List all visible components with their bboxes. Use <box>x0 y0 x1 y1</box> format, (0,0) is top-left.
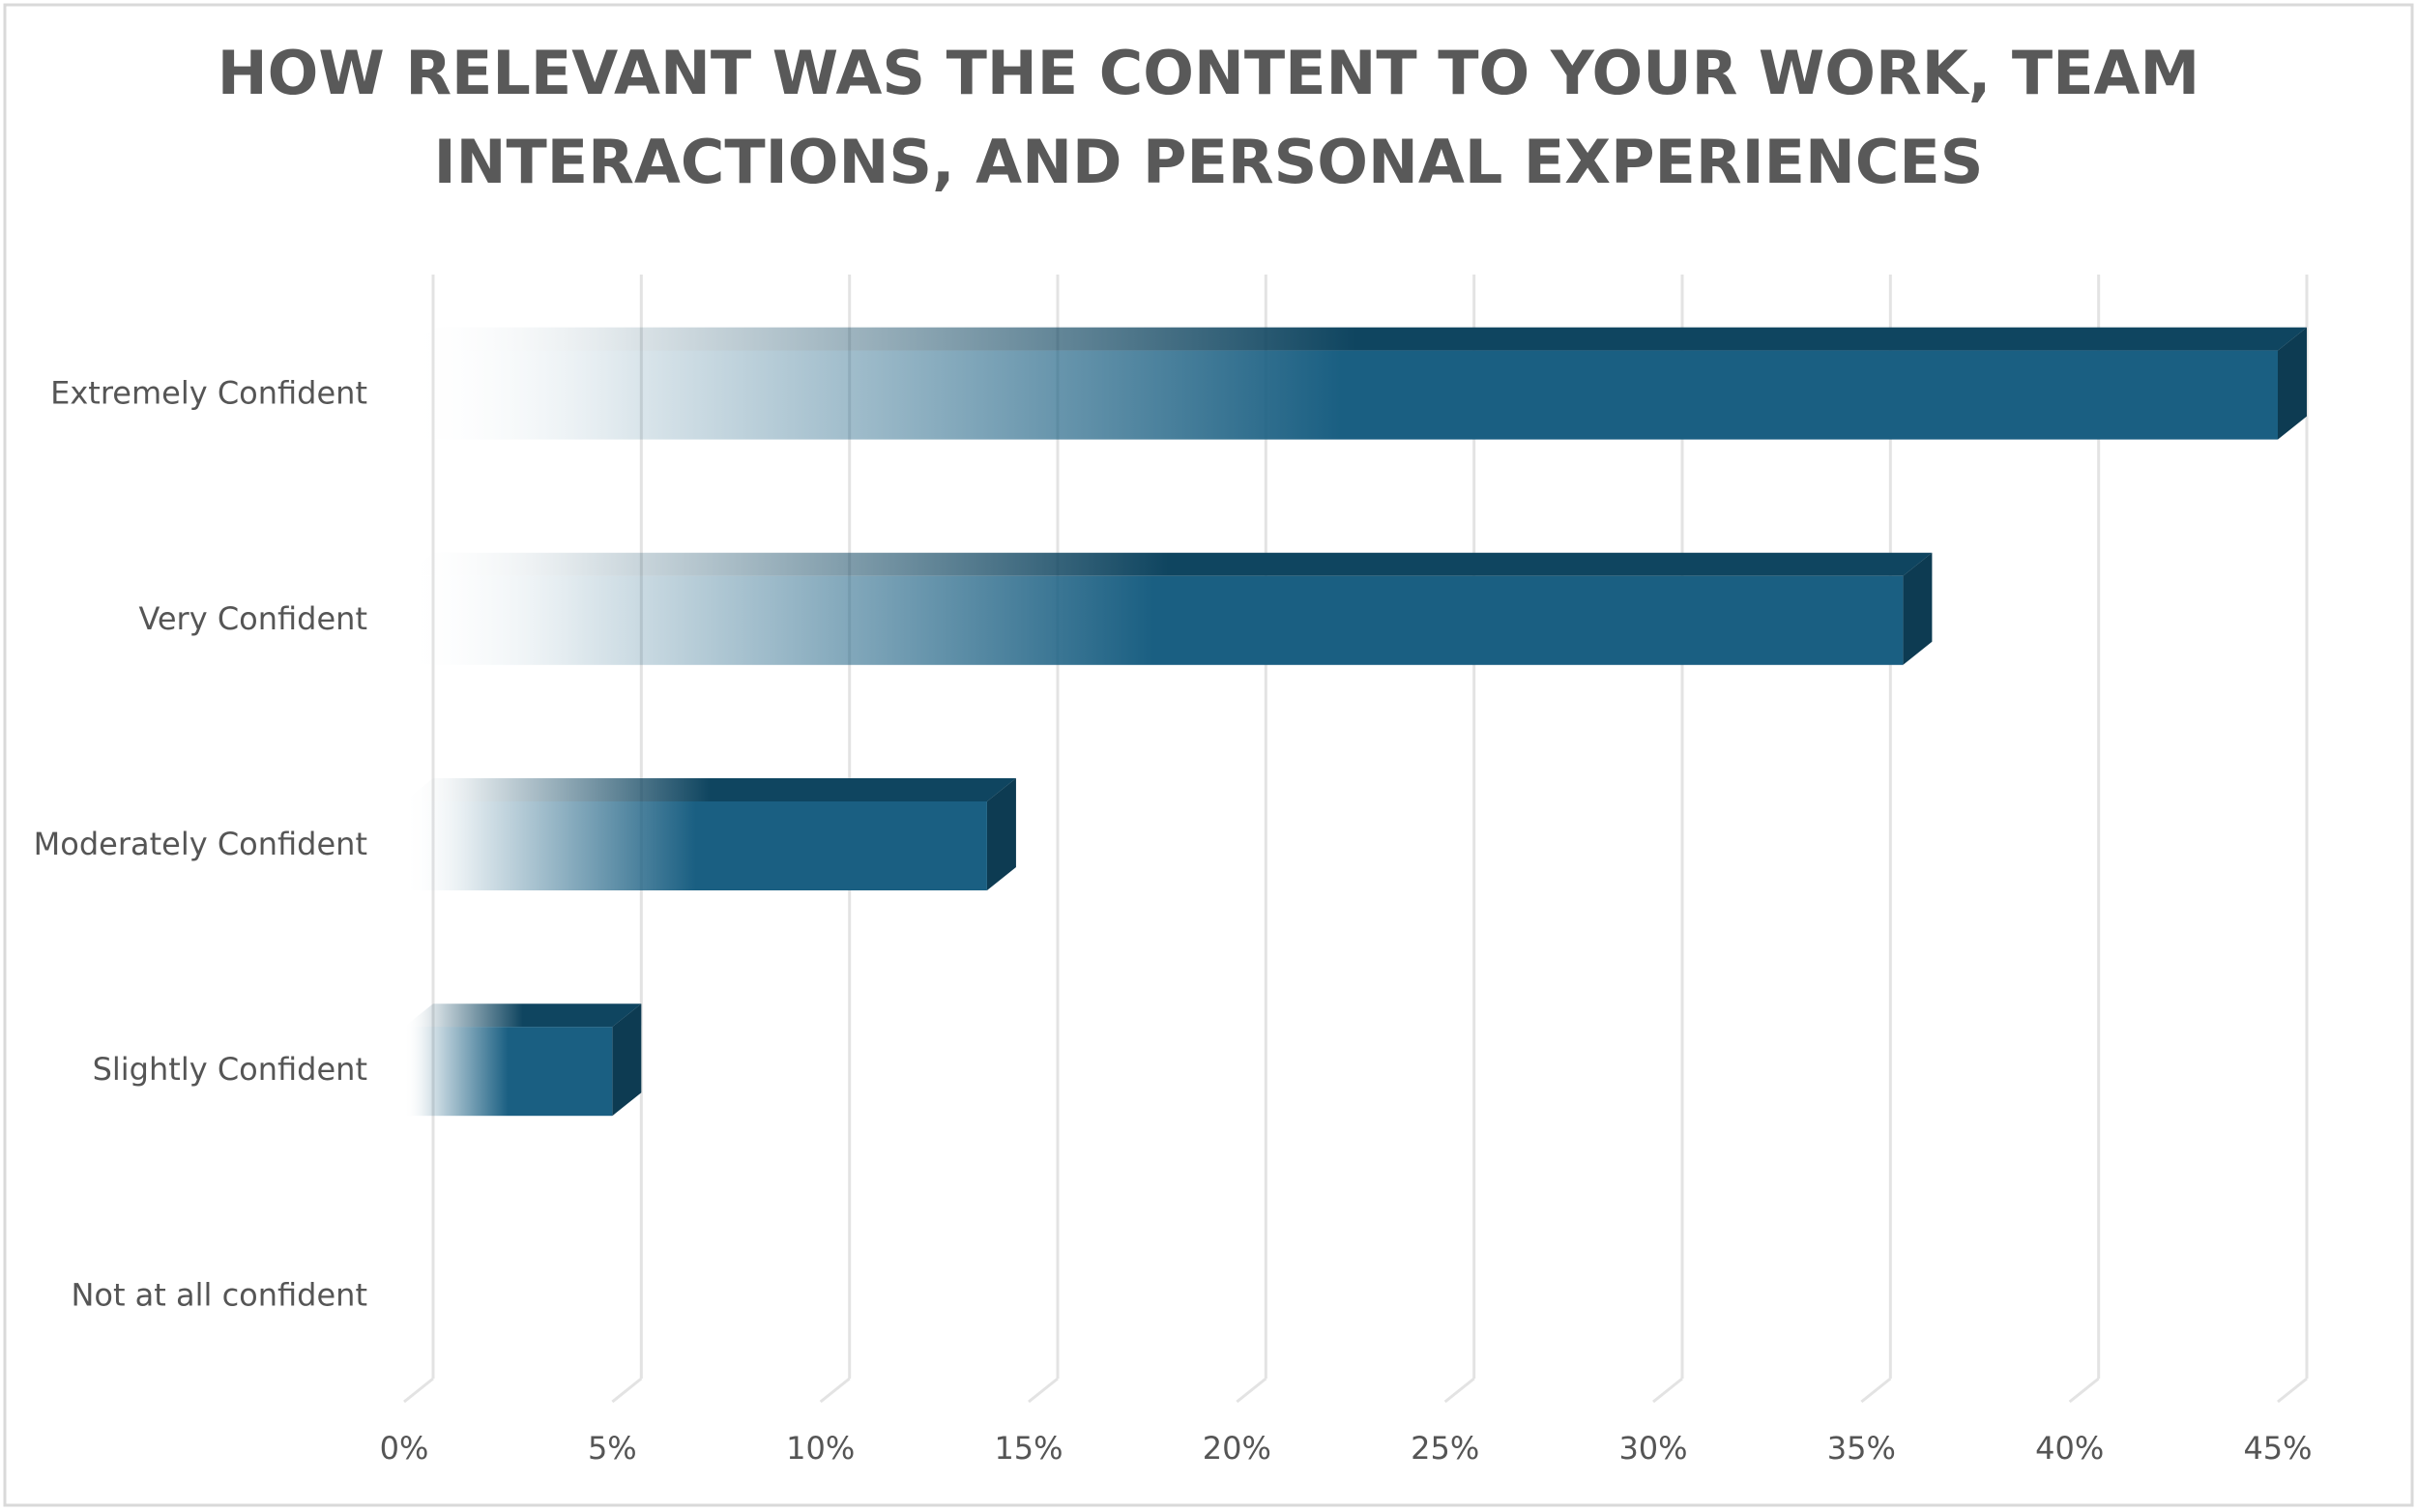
x-tick-label: 25% <box>1411 1430 1479 1467</box>
x-tick-label: 20% <box>1203 1430 1271 1467</box>
chart-title: HOW RELEVANT WAS THE CONTENT TO YOUR WOR… <box>218 38 2199 197</box>
grid-floor <box>403 1377 434 1404</box>
bar-side <box>1903 552 1933 665</box>
bar-side <box>612 1003 642 1117</box>
grid-floor <box>819 1377 851 1404</box>
y-tick-label: Slightly Confident <box>93 1051 367 1088</box>
chart-border <box>3 3 2414 1507</box>
y-tick-label: Very Confident <box>138 600 367 637</box>
y-tick-label: Not at all confident <box>71 1276 367 1313</box>
bar <box>404 1027 613 1117</box>
bar <box>404 575 1904 665</box>
x-tick-label: 35% <box>1827 1430 1896 1467</box>
grid-floor <box>1028 1377 1059 1404</box>
bar-group <box>404 327 2307 440</box>
y-tick-label: Extremely Confident <box>50 375 367 412</box>
bar-group <box>404 1003 642 1117</box>
x-tick-label: 5% <box>588 1430 637 1467</box>
bar-group <box>404 552 1933 665</box>
x-tick-label: 15% <box>994 1430 1063 1467</box>
bar <box>404 350 2278 440</box>
grid-floor <box>1860 1377 1892 1404</box>
bar-top <box>404 327 2307 351</box>
bar-top <box>404 778 1016 801</box>
x-tick-label: 0% <box>380 1430 429 1467</box>
grid-floor <box>1443 1377 1475 1404</box>
bar-group <box>404 778 1016 890</box>
grid-floor <box>2068 1377 2100 1404</box>
x-tick-label: 10% <box>786 1430 855 1467</box>
bar-side <box>2278 327 2307 440</box>
grid-floor <box>611 1377 643 1404</box>
grid-floor <box>2277 1377 2308 1404</box>
x-tick-label: 40% <box>2035 1430 2104 1467</box>
grid-floor <box>1236 1377 1267 1404</box>
bar-top <box>404 552 1933 576</box>
y-tick-label: Moderately Confident <box>34 826 367 862</box>
x-tick-label: 45% <box>2243 1430 2312 1467</box>
x-tick-label: 30% <box>1618 1430 1687 1467</box>
grid-floor <box>1652 1377 1683 1404</box>
bar <box>404 801 987 890</box>
bar-side <box>986 778 1016 890</box>
bar-top <box>404 1003 642 1028</box>
